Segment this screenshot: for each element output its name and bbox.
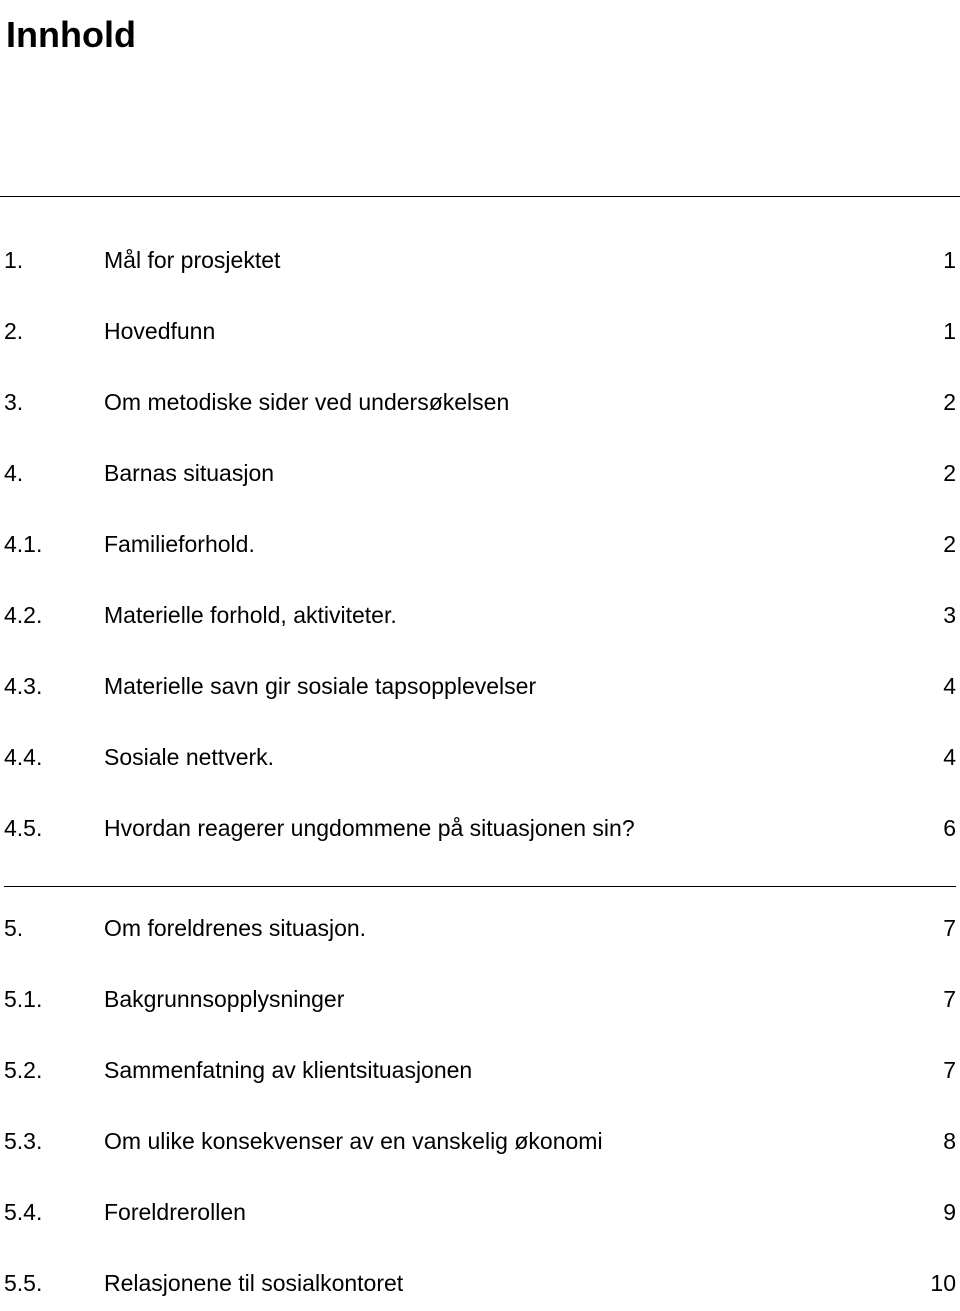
toc-row: 4.3.Materielle savn gir sosiale tapsoppl… (4, 673, 956, 700)
toc-page-number: 9 (916, 1199, 956, 1226)
toc-page-number: 10 (916, 1270, 956, 1297)
toc-label: Om ulike konsekvenser av en vanskelig øk… (104, 1128, 916, 1155)
toc-number: 3. (4, 389, 104, 416)
toc-number: 4.2. (4, 602, 104, 629)
toc-number: 4.4. (4, 744, 104, 771)
toc-label: Foreldrerollen (104, 1199, 916, 1226)
toc-row: 4.2.Materielle forhold, aktiviteter.3 (4, 602, 956, 629)
toc-label: Om metodiske sider ved undersøkelsen (104, 389, 916, 416)
toc-label: Materielle savn gir sosiale tapsopplevel… (104, 673, 916, 700)
toc-number: 4.5. (4, 815, 104, 842)
toc-row: 4.5.Hvordan reagerer ungdommene på situa… (4, 815, 956, 842)
toc-label: Relasjonene til sosialkontoret (104, 1270, 916, 1297)
page-title: Innhold (6, 14, 960, 56)
toc-number: 5.3. (4, 1128, 104, 1155)
toc-label: Sosiale nettverk. (104, 744, 916, 771)
toc-label: Mål for prosjektet (104, 247, 916, 274)
toc-row: 3.Om metodiske sider ved undersøkelsen2 (4, 389, 956, 416)
table-of-contents: 1.Mål for prosjektet12.Hovedfunn13.Om me… (0, 247, 960, 1297)
toc-page-number: 7 (916, 1057, 956, 1084)
toc-label: Bakgrunnsopplysninger (104, 986, 916, 1013)
toc-page-number: 7 (916, 915, 956, 942)
toc-page-number: 3 (916, 602, 956, 629)
toc-label: Hvordan reagerer ungdommene på situasjon… (104, 815, 916, 842)
toc-label: Materielle forhold, aktiviteter. (104, 602, 916, 629)
toc-page-number: 2 (916, 531, 956, 558)
toc-number: 4. (4, 460, 104, 487)
section-divider (4, 886, 956, 887)
toc-number: 5.2. (4, 1057, 104, 1084)
toc-row: 5.5.Relasjonene til sosialkontoret10 (4, 1270, 956, 1297)
title-divider (0, 196, 960, 197)
toc-row: 4.Barnas situasjon2 (4, 460, 956, 487)
document-page: Innhold 1.Mål for prosjektet12.Hovedfunn… (0, 14, 960, 1311)
toc-row: 1.Mål for prosjektet1 (4, 247, 956, 274)
toc-page-number: 4 (916, 744, 956, 771)
toc-row: 5.1.Bakgrunnsopplysninger7 (4, 986, 956, 1013)
toc-label: Sammenfatning av klientsituasjonen (104, 1057, 916, 1084)
toc-label: Hovedfunn (104, 318, 916, 345)
toc-page-number: 1 (916, 318, 956, 345)
toc-number: 5.1. (4, 986, 104, 1013)
toc-row: 5.4.Foreldrerollen9 (4, 1199, 956, 1226)
toc-row: 2.Hovedfunn1 (4, 318, 956, 345)
toc-row: 5.3.Om ulike konsekvenser av en vanskeli… (4, 1128, 956, 1155)
toc-label: Familieforhold. (104, 531, 916, 558)
toc-number: 4.1. (4, 531, 104, 558)
toc-number: 5.4. (4, 1199, 104, 1226)
toc-label: Barnas situasjon (104, 460, 916, 487)
toc-row: 4.4.Sosiale nettverk.4 (4, 744, 956, 771)
toc-page-number: 1 (916, 247, 956, 274)
toc-row: 4.1.Familieforhold.2 (4, 531, 956, 558)
toc-page-number: 7 (916, 986, 956, 1013)
toc-number: 5. (4, 915, 104, 942)
toc-page-number: 4 (916, 673, 956, 700)
toc-number: 4.3. (4, 673, 104, 700)
toc-page-number: 6 (916, 815, 956, 842)
toc-row: 5.2.Sammenfatning av klientsituasjonen7 (4, 1057, 956, 1084)
toc-page-number: 8 (916, 1128, 956, 1155)
toc-page-number: 2 (916, 460, 956, 487)
toc-page-number: 2 (916, 389, 956, 416)
toc-number: 2. (4, 318, 104, 345)
toc-number: 1. (4, 247, 104, 274)
toc-row: 5.Om foreldrenes situasjon.7 (4, 915, 956, 942)
toc-label: Om foreldrenes situasjon. (104, 915, 916, 942)
toc-number: 5.5. (4, 1270, 104, 1297)
